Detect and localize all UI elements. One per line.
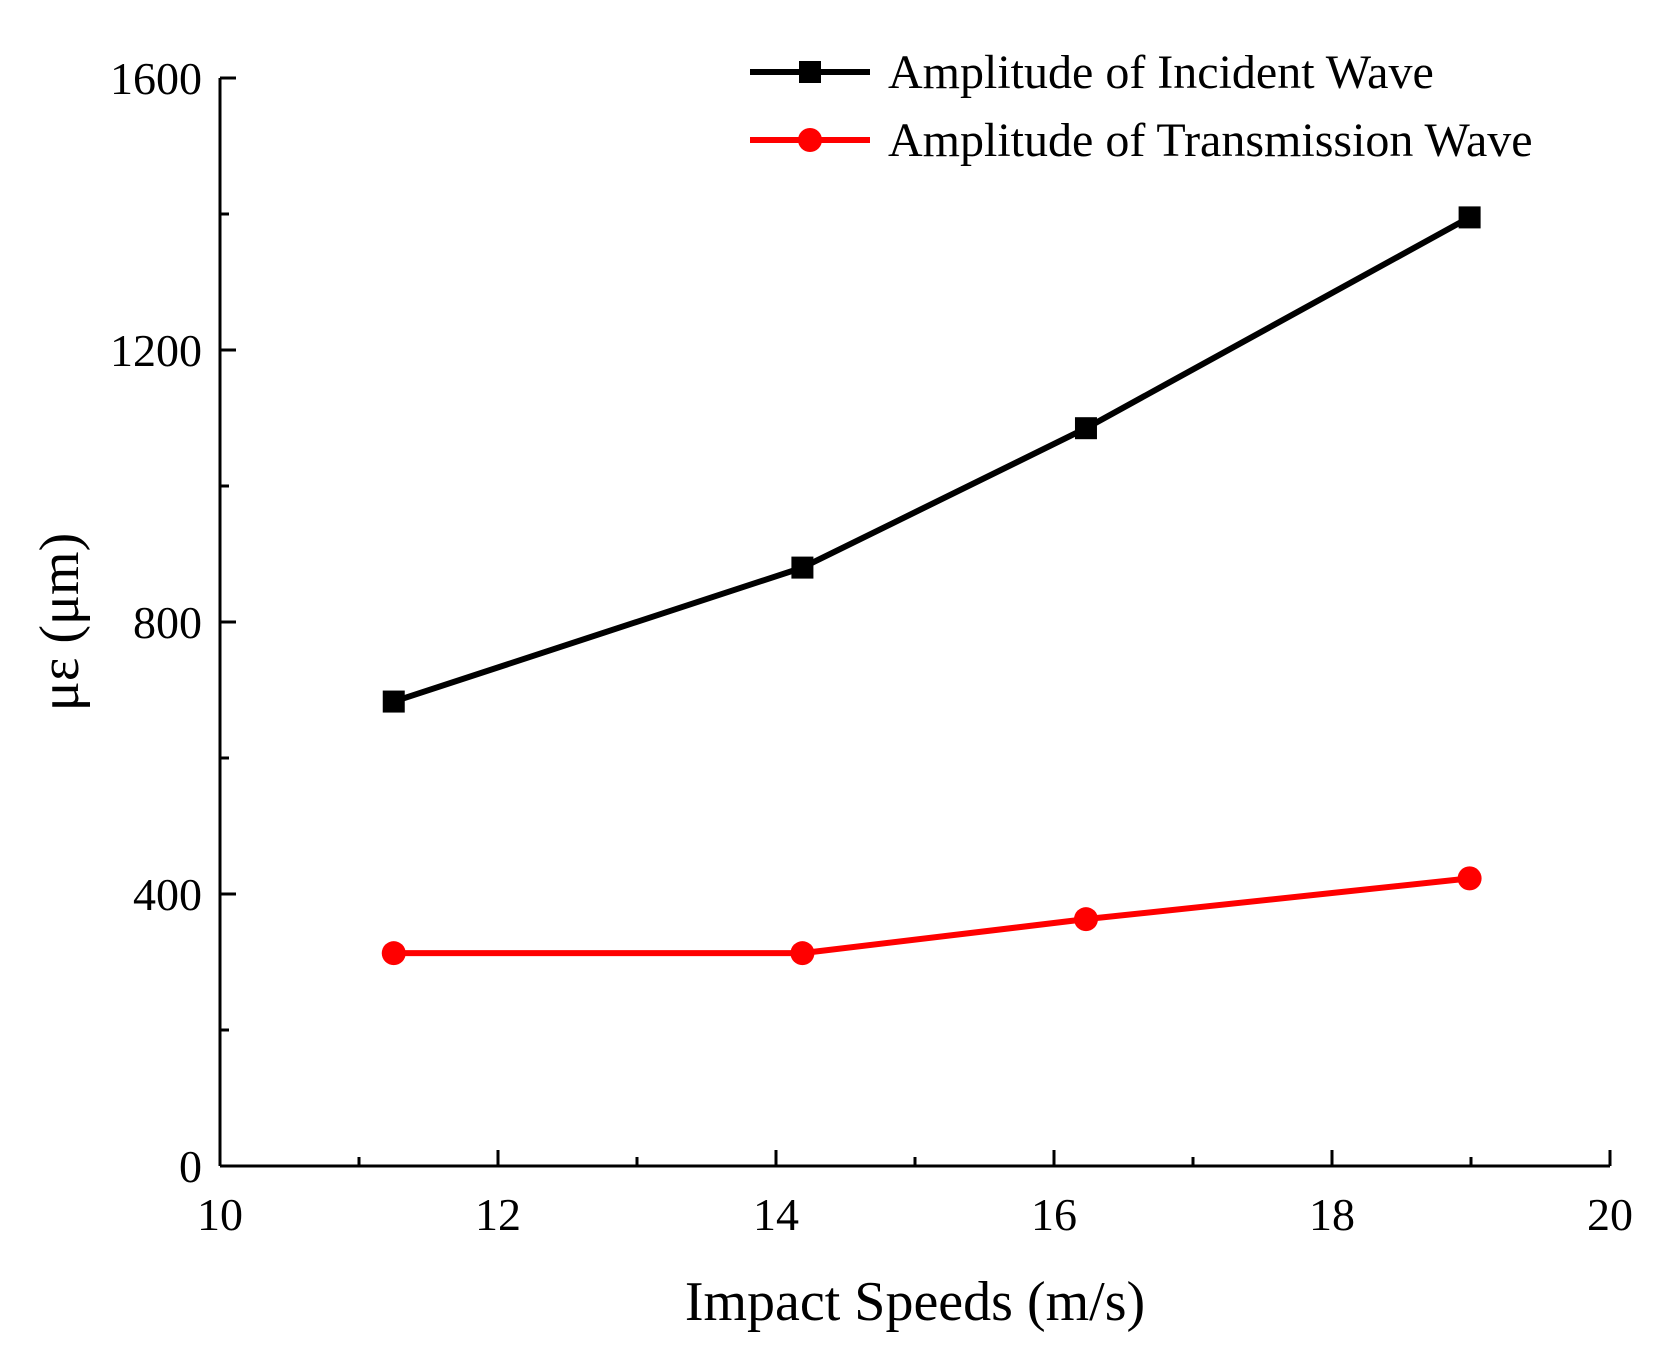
legend-label: Amplitude of Incident Wave — [888, 46, 1434, 99]
axes — [218, 78, 1610, 1168]
y-tick-label: 400 — [133, 869, 202, 920]
legend-marker — [799, 61, 821, 83]
data-point — [382, 690, 405, 713]
x-tick-label: 12 — [475, 1189, 521, 1240]
y-tick-label: 800 — [133, 597, 202, 648]
data-point — [1457, 866, 1482, 891]
series-line — [392, 214, 1472, 705]
legend: Amplitude of Incident Wave Amplitude of T… — [750, 46, 1533, 167]
x-tick-label: 16 — [1031, 1189, 1077, 1240]
data-point — [1074, 417, 1097, 440]
data-point — [791, 556, 814, 579]
series-2 — [381, 866, 1482, 966]
x-axis-title: Impact Speeds (m/s) — [685, 1271, 1145, 1333]
x-tick-label: 20 — [1587, 1189, 1633, 1240]
y-tick-label: 1200 — [110, 325, 202, 376]
x-tick-label: 10 — [197, 1189, 243, 1240]
series-line — [393, 875, 1470, 957]
y-tick-label: 1600 — [110, 53, 202, 104]
data-point — [790, 941, 815, 966]
data-series — [381, 206, 1482, 966]
x-tick-label: 18 — [1309, 1189, 1355, 1240]
series-1 — [382, 206, 1481, 713]
x-tick-label: 14 — [753, 1189, 799, 1240]
legend-marker — [798, 128, 822, 152]
axis-ticks: 10 12 14 16 18 20 0 400 800 1200 1600 — [110, 53, 1633, 1240]
data-point — [1458, 206, 1481, 229]
legend-label: Amplitude of Transmission Wave — [888, 114, 1533, 167]
legend-entry: Amplitude of Transmission Wave — [750, 114, 1533, 167]
data-point — [1073, 907, 1098, 932]
y-tick-label: 0 — [179, 1141, 202, 1192]
y-axis-title: με (μm) — [29, 533, 91, 711]
legend-entry: Amplitude of Incident Wave — [750, 46, 1434, 99]
data-point — [381, 941, 406, 966]
